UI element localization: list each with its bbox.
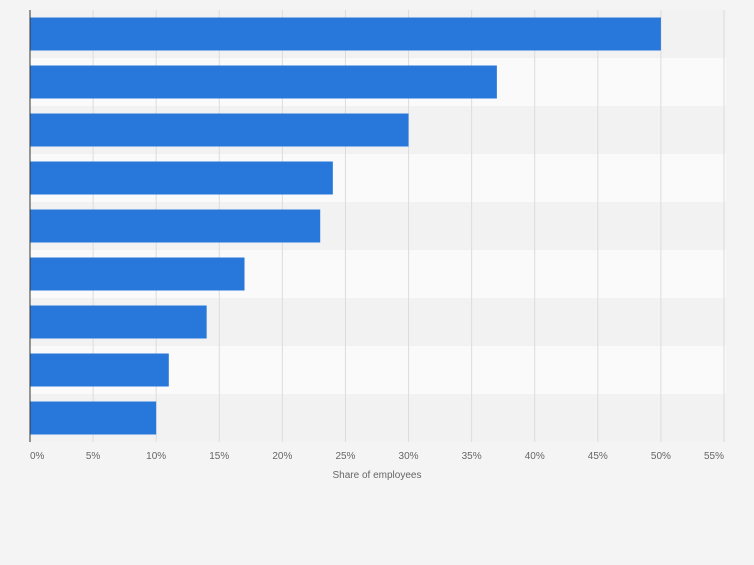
x-tick-label: 5% bbox=[86, 451, 101, 462]
bar bbox=[30, 353, 169, 387]
x-tick-label: 15% bbox=[209, 451, 229, 462]
bar bbox=[30, 401, 157, 435]
bar bbox=[30, 161, 333, 195]
bar bbox=[30, 65, 497, 99]
bar bbox=[30, 17, 661, 51]
x-tick-label: 30% bbox=[399, 451, 419, 462]
x-tick-labels: 0% 5% 10% 15% 20% 25% 30% 35% 40% 45% 50% 55% bbox=[30, 451, 724, 462]
x-tick-label: 35% bbox=[462, 451, 482, 462]
bar bbox=[30, 257, 245, 291]
x-tick-label: 0% bbox=[30, 451, 45, 462]
x-tick-label: 45% bbox=[588, 451, 608, 462]
x-tick-label: 55% bbox=[704, 451, 724, 462]
bar bbox=[30, 209, 321, 243]
bars bbox=[30, 17, 661, 435]
x-tick-label: 50% bbox=[651, 451, 671, 462]
x-tick-label: 25% bbox=[335, 451, 355, 462]
x-tick-label: 40% bbox=[525, 451, 545, 462]
x-tick-label: 10% bbox=[146, 451, 166, 462]
x-axis-title: Share of employees bbox=[333, 470, 422, 481]
bar bbox=[30, 113, 409, 147]
x-tick-label: 20% bbox=[272, 451, 292, 462]
bar bbox=[30, 305, 207, 339]
